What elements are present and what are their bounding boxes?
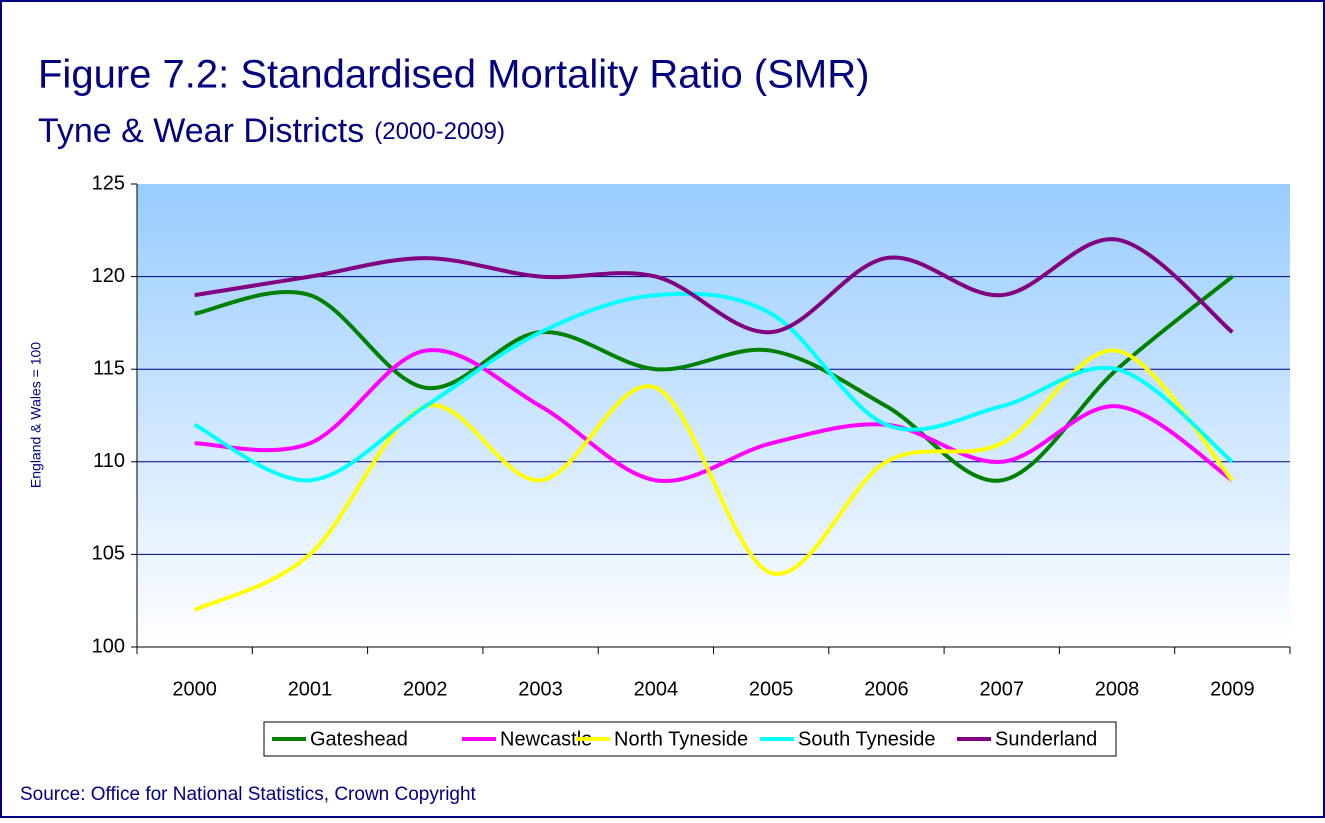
y-tick-label: 110 (93, 450, 125, 472)
legend-label: South Tyneside (798, 728, 936, 750)
series-line (194, 348, 1234, 484)
y-axis-label: England & Wales = 100 (28, 342, 44, 488)
subtitle-note: (2000-2009) (374, 118, 505, 145)
x-tick-label: 2007 (980, 678, 1025, 700)
x-tick-label: 2006 (864, 678, 909, 700)
x-tick-label: 2008 (1095, 678, 1140, 700)
y-tick-label: 115 (93, 357, 125, 379)
y-tick-label: 120 (92, 265, 125, 287)
y-tick-label: 100 (92, 635, 125, 657)
x-tick-label: 2005 (749, 678, 794, 700)
series-line (193, 291, 1234, 483)
legend-label: Newcastle (500, 728, 592, 750)
x-tick-label: 2009 (1210, 678, 1255, 700)
legend-label: North Tyneside (614, 728, 748, 750)
plot-area (137, 184, 1290, 647)
legend-label: Sunderland (995, 728, 1097, 750)
y-tick-label: 125 (92, 172, 125, 194)
x-tick-label: 2004 (634, 678, 679, 700)
x-tick-label: 2001 (288, 678, 333, 700)
chart-title: Figure 7.2: Standardised Mortality Ratio… (38, 53, 869, 97)
subtitle: Tyne & Wear Districts (2000-2009) (38, 112, 505, 150)
x-tick-label: 2002 (403, 678, 448, 700)
x-tick-label: 2003 (518, 678, 563, 700)
subtitle-main: Tyne & Wear Districts (38, 112, 364, 150)
x-tick-label: 2000 (172, 678, 217, 700)
series-line (194, 237, 1234, 335)
y-tick-label: 105 (92, 543, 125, 565)
legend-label: Gateshead (310, 728, 408, 750)
series-line (193, 348, 1234, 612)
source-note: Source: Office for National Statistics, … (20, 784, 477, 805)
